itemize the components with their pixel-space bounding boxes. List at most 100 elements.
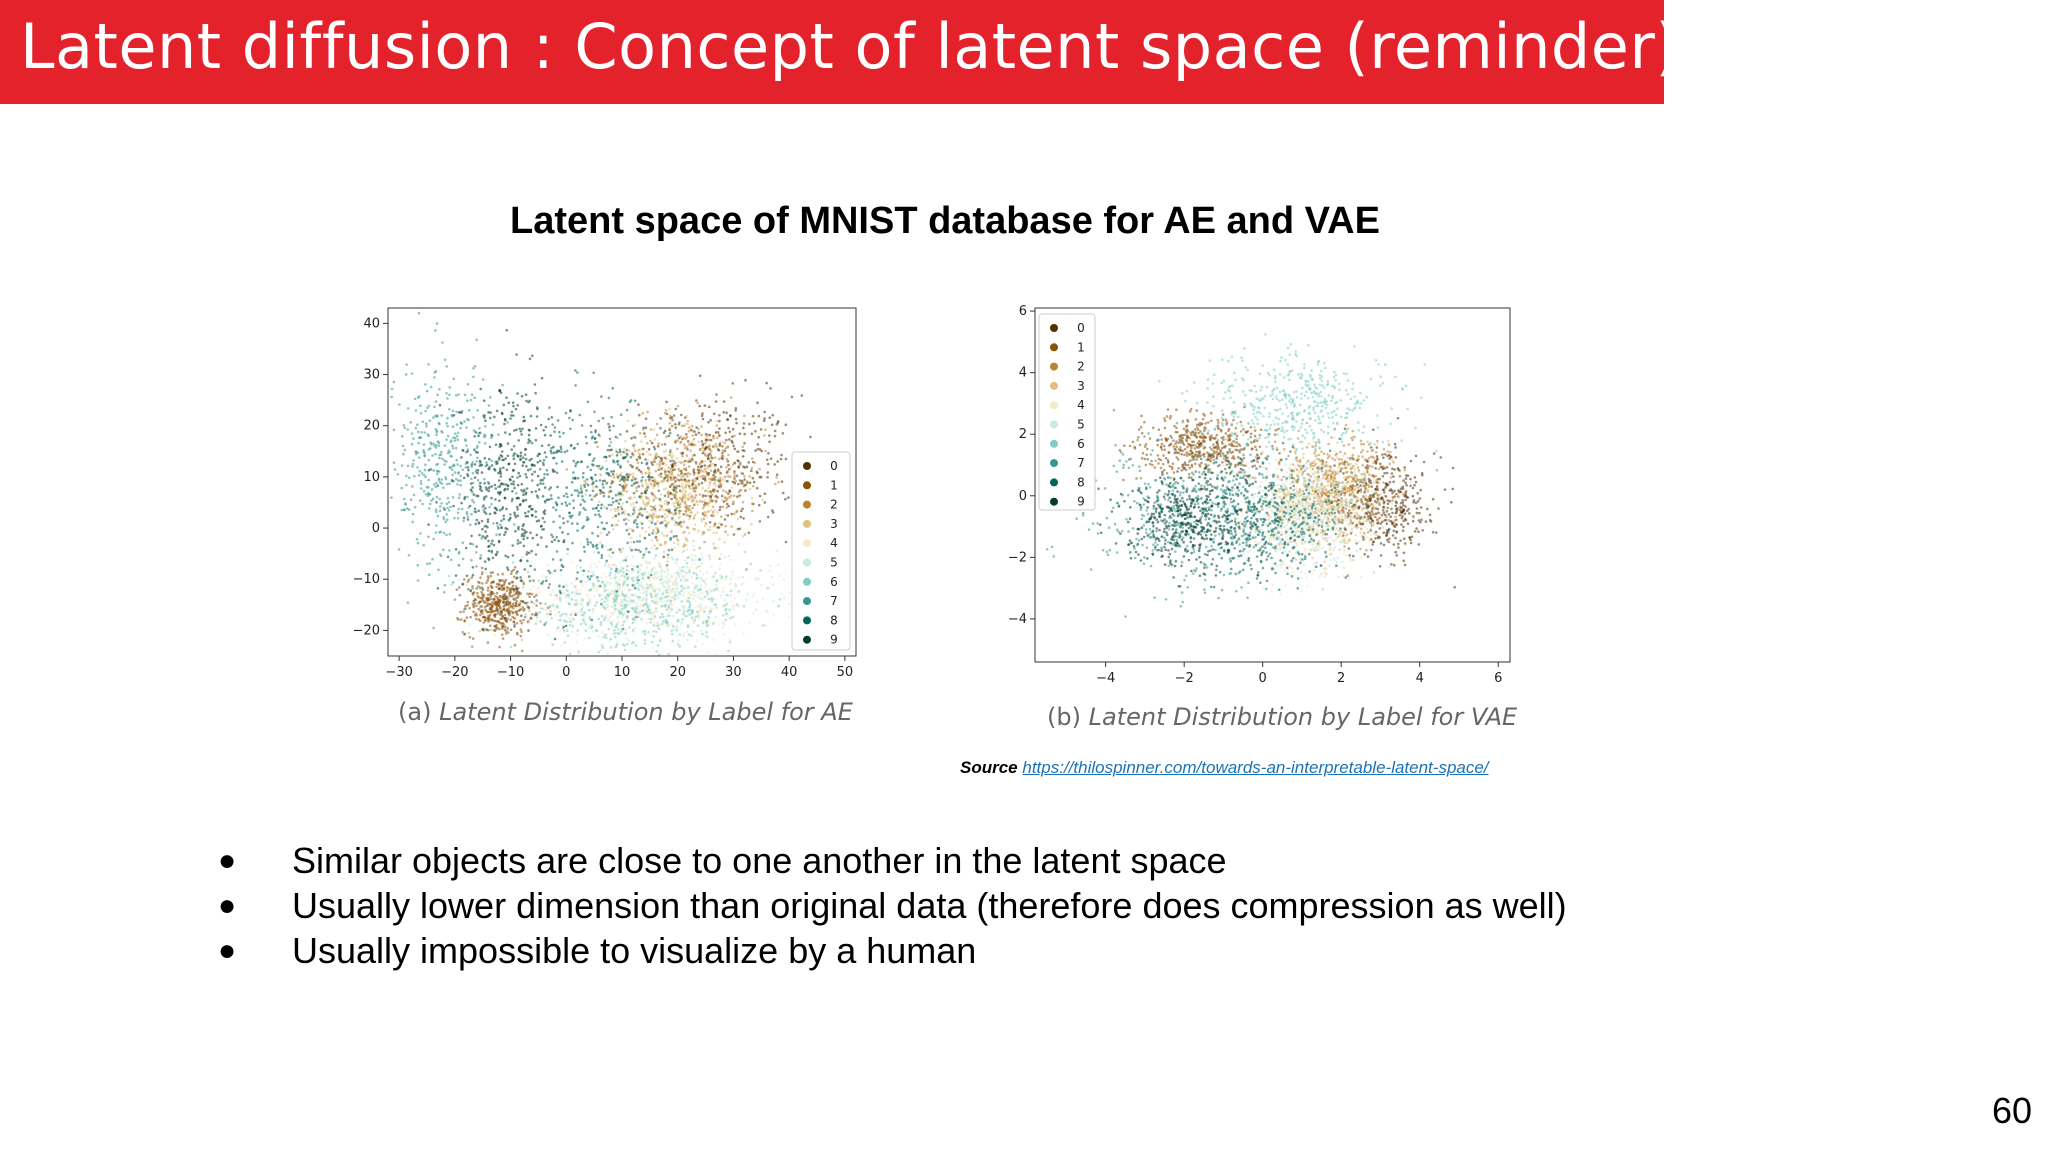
ae-legend-marker [803, 635, 811, 644]
vae-y-tick-label: −2 [1008, 550, 1027, 565]
vae-legend-label: 0 [1077, 321, 1085, 335]
ae-x-tick-label: −30 [385, 665, 412, 680]
vae-x-tick-label: 6 [1494, 671, 1502, 686]
ae-cluster-4 [493, 542, 806, 656]
vae-legend-label: 2 [1077, 360, 1085, 374]
vae-legend-marker [1050, 343, 1058, 352]
vae-plot-frame [1034, 307, 1511, 663]
ae-legend-label: 2 [830, 498, 838, 512]
bullet-item: ● Usually lower dimension than original d… [218, 885, 1567, 926]
ae-legend-label: 0 [830, 459, 838, 473]
ae-caption-prefix: (a) [398, 698, 432, 726]
vae-legend-label: 3 [1077, 379, 1085, 393]
slide-title: Latent diffusion : Concept of latent spa… [20, 10, 1681, 83]
ae-legend-marker [803, 462, 811, 470]
ae-legend-label: 6 [830, 575, 838, 589]
ae-caption: (a) Latent Distribution by Label for AE [398, 698, 853, 726]
bullet-item: ● Usually impossible to visualize by a hu… [218, 930, 977, 971]
ae-cluster-5 [457, 528, 843, 643]
ae-y-tick-label: 20 [363, 419, 380, 434]
ae-x-tick-label: 0 [562, 665, 570, 680]
vae-y-tick-label: 2 [1019, 427, 1027, 442]
bullet-item: ● Similar objects are close to one anothe… [218, 840, 1227, 881]
ae-x-tick-label: 10 [614, 665, 631, 680]
ae-x-tick-label: −10 [497, 665, 524, 680]
vae-y-tick-label: −4 [1008, 612, 1027, 627]
ae-plot-frame [387, 307, 857, 657]
ae-legend-marker [803, 519, 811, 528]
ae-legend-label: 8 [830, 613, 838, 627]
vae-caption: (b) Latent Distribution by Label for VAE [1047, 703, 1517, 731]
source-line: Source https://thilospinner.com/towards-… [960, 758, 1489, 778]
vae-scatter-plot: −4 −2 0 2 4 6 6 4 2 0 −2 −4 0 1 2 3 4 5 6 7 8 9 [1008, 304, 1511, 686]
vae-legend-label: 9 [1077, 495, 1085, 509]
vae-legend-label: 6 [1077, 437, 1085, 451]
vae-x-tick-label: −4 [1096, 671, 1115, 686]
source-label: Source [960, 758, 1018, 777]
vae-x-tick-label: 2 [1337, 671, 1345, 686]
page-number: 60 [1991, 1090, 2032, 1131]
ae-legend-marker [803, 597, 811, 606]
vae-legend-marker [1050, 362, 1058, 371]
ae-y-tick-label: 0 [372, 521, 380, 536]
vae-legend-marker [1050, 478, 1058, 487]
vae-legend-marker [1050, 497, 1058, 506]
vae-legend-marker [1050, 459, 1058, 468]
ae-legend: 0 1 2 3 4 5 6 7 8 9 [791, 451, 851, 651]
vae-legend-label: 7 [1077, 456, 1085, 470]
ae-cluster-3 [565, 407, 764, 588]
vae-legend-label: 5 [1077, 418, 1085, 432]
bullet-list: ● Similar objects are close to one anothe… [218, 838, 1567, 973]
bullet-icon: ● [218, 934, 237, 967]
vae-x-tick-label: 0 [1259, 671, 1267, 686]
vae-legend-marker [1050, 324, 1058, 332]
ae-x-tick-label: 20 [669, 665, 686, 680]
ae-legend-label: 4 [830, 536, 838, 550]
vae-legend-label: 8 [1077, 475, 1085, 489]
ae-cluster-9 [427, 328, 580, 641]
vae-caption-text: Latent Distribution by Label for VAE [1088, 703, 1518, 731]
ae-legend-marker [803, 481, 811, 490]
ae-legend-label: 9 [830, 633, 838, 647]
vae-y-tick-label: 6 [1019, 304, 1027, 319]
vae-legend-marker [1050, 381, 1058, 390]
ae-y-tick-label: −20 [353, 623, 380, 638]
vae-legend: 0 1 2 3 4 5 6 7 8 9 [1038, 313, 1096, 511]
figure-heading: Latent space of MNIST database for AE an… [510, 200, 1380, 242]
ae-y-tick-label: 40 [363, 316, 380, 331]
vae-cluster-9 [1097, 454, 1296, 588]
vae-legend-label: 1 [1077, 340, 1085, 354]
ae-x-tick-label: 40 [781, 665, 798, 680]
bullet-icon: ● [218, 844, 237, 877]
vae-cluster-8 [1149, 432, 1391, 591]
vae-cluster-1 [1118, 405, 1281, 492]
ae-legend-label: 1 [830, 478, 838, 492]
ae-legend-marker [803, 616, 811, 625]
ae-caption-text: Latent Distribution by Label for AE [439, 698, 853, 726]
ae-legend-marker [803, 500, 811, 509]
vae-legend-marker [1050, 401, 1058, 410]
ae-legend-marker [803, 539, 811, 548]
ae-x-tick-label: 50 [837, 665, 854, 680]
vae-caption-prefix: (b) [1047, 703, 1081, 731]
title-bar: Latent diffusion : Concept of latent spa… [0, 0, 1680, 104]
bullet-icon: ● [218, 889, 237, 922]
vae-y-tick-label: 4 [1019, 366, 1027, 381]
source-link[interactable]: https://thilospinner.com/towards-an-inte… [1022, 758, 1489, 777]
ae-legend-marker [803, 558, 811, 567]
ae-y-tick-label: −10 [353, 572, 380, 587]
ae-cluster-1 [455, 550, 551, 653]
ae-x-tick-label: 30 [725, 665, 742, 680]
ae-cluster-6 [447, 547, 782, 656]
ae-y-tick-label: 10 [363, 470, 380, 485]
ae-legend-marker [803, 577, 811, 586]
ae-scatter-plot: −30 −20 −10 0 10 20 30 40 50 40 30 20 10 0 −10 −20 0 1 2 3 4… [353, 307, 857, 680]
ae-legend-label: 7 [830, 594, 838, 608]
ae-legend-label: 3 [830, 517, 838, 531]
vae-legend-label: 4 [1077, 398, 1085, 412]
ae-legend-label: 5 [830, 556, 838, 570]
vae-legend-marker [1050, 420, 1058, 429]
vae-y-tick-label: 0 [1019, 489, 1027, 504]
ae-y-tick-label: 30 [363, 368, 380, 383]
ae-x-tick-label: −20 [441, 665, 468, 680]
